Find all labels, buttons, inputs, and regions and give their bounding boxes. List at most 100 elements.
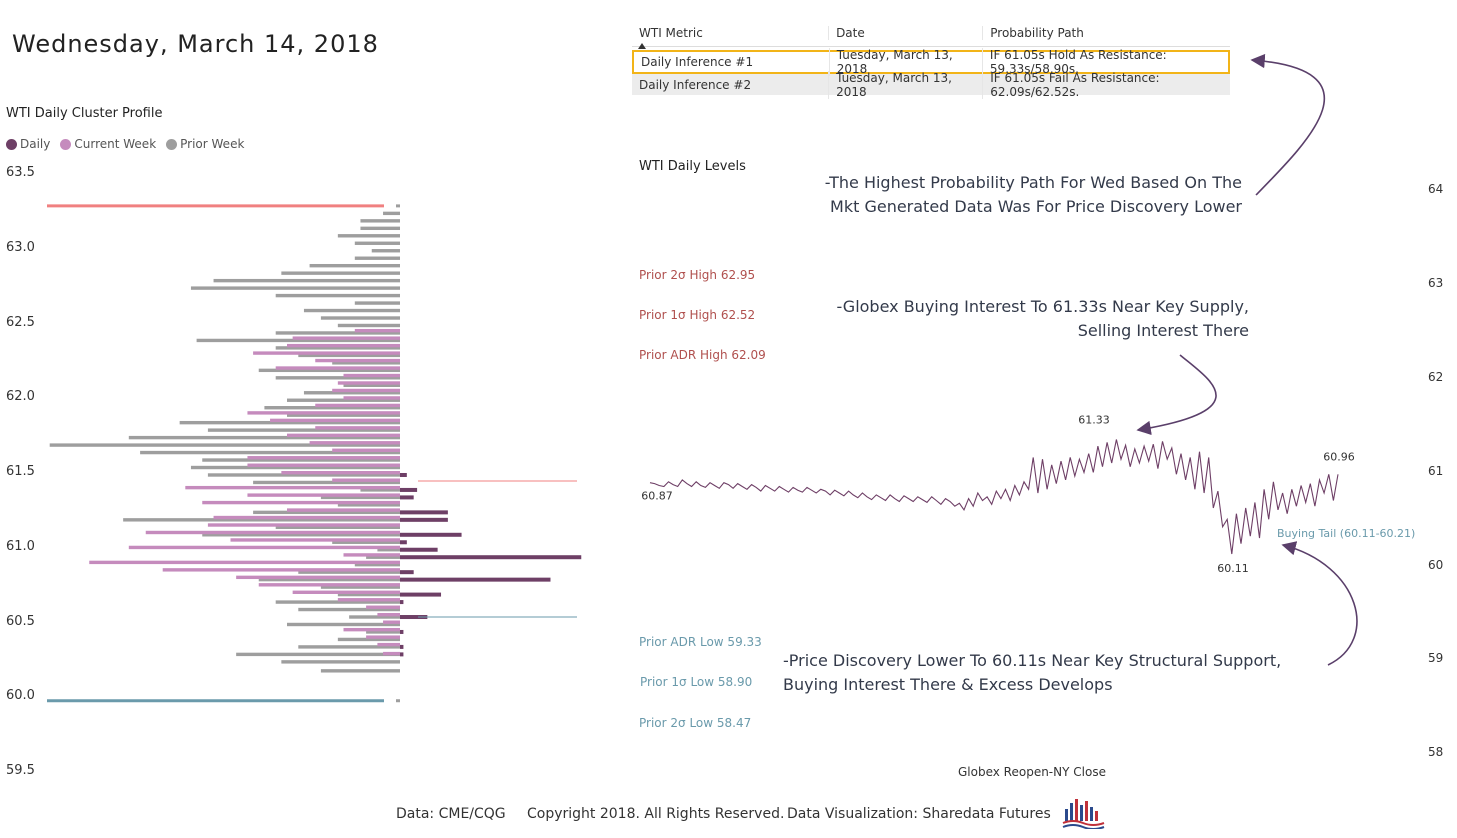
prior-week-bar xyxy=(303,391,400,395)
legend-label: Current Week xyxy=(74,137,157,151)
daily-bar xyxy=(400,547,438,552)
footer-visualization: Data Visualization: Sharedata Futures xyxy=(787,806,1051,822)
prior-week-bar xyxy=(343,383,400,387)
prior-week-bar xyxy=(275,346,400,350)
level-prior-2sd-high: Prior 2σ High 62.95 xyxy=(639,268,756,282)
prior-week-bar xyxy=(258,368,400,373)
daily-bar xyxy=(400,472,407,477)
prior-week-bar xyxy=(281,271,400,275)
prior-week-bar xyxy=(354,301,400,305)
table-row[interactable]: Daily Inference #2 Tuesday, March 13, 20… xyxy=(632,70,1230,99)
prior-week-bar xyxy=(337,323,400,328)
current-week-bar xyxy=(343,553,400,557)
table-row[interactable]: Daily Inference #1 Tuesday, March 13, 20… xyxy=(632,48,1230,76)
cluster-profile-chart xyxy=(47,204,582,703)
prior-week-bar xyxy=(298,607,400,612)
profile-legend[interactable]: Daily Current Week Prior Week xyxy=(6,137,244,151)
current-week-bar xyxy=(247,456,400,460)
column-header-metric[interactable]: WTI Metric xyxy=(639,26,703,40)
prior-week-bar xyxy=(360,488,400,492)
prior-week-bar xyxy=(332,540,400,544)
sort-ascending-icon xyxy=(638,43,646,49)
price-data-label: 60.96 xyxy=(1323,450,1355,463)
prior-week-bar xyxy=(383,211,400,216)
legend-dot-daily xyxy=(6,138,17,150)
column-header-date[interactable]: Date xyxy=(828,26,982,40)
y-tick-label: 62.5 xyxy=(6,315,35,330)
y-tick-label: 60.0 xyxy=(6,688,35,703)
prior-week-bar xyxy=(298,645,400,649)
y-tick-label: 61.0 xyxy=(6,539,35,554)
current-week-bar xyxy=(315,358,400,363)
daily-bar xyxy=(400,570,414,575)
price-data-label: 61.33 xyxy=(1078,414,1110,427)
y-tick-label: 63.5 xyxy=(6,165,35,180)
prior-week-bar xyxy=(253,510,400,515)
buying-tail-label: Buying Tail (60.11-60.21) xyxy=(1277,527,1415,540)
prior-week-bar xyxy=(332,361,400,365)
current-week-bar xyxy=(366,635,400,639)
prior-week-bar xyxy=(275,600,400,604)
prior-week-bar xyxy=(320,669,400,673)
legend-label: Prior Week xyxy=(180,137,245,151)
daily-bar xyxy=(400,487,418,492)
current-week-bar xyxy=(332,478,400,482)
table-cell: Daily Inference #1 xyxy=(641,55,754,69)
prior-week-bar xyxy=(236,652,400,657)
y-tick-label-right: 63 xyxy=(1428,276,1444,290)
sharedata-logo-icon xyxy=(1062,799,1105,829)
current-week-bar xyxy=(185,485,400,490)
daily-bar xyxy=(400,652,404,657)
prior-week-bar xyxy=(287,622,400,627)
table-cell: Daily Inference #2 xyxy=(639,77,752,92)
prior-week-bar xyxy=(202,533,400,537)
current-week-bar xyxy=(247,463,400,467)
daily-bar xyxy=(400,517,448,522)
y-tick-label: 61.5 xyxy=(6,464,35,479)
prior-week-bar xyxy=(354,241,400,245)
prior-week-bar xyxy=(202,458,400,462)
current-week-bar xyxy=(309,441,400,445)
current-week-bar xyxy=(377,613,400,617)
prior-week-bar xyxy=(349,615,400,619)
prior-week-bar xyxy=(354,256,400,260)
current-week-bar xyxy=(287,433,400,438)
daily-bar xyxy=(400,644,404,649)
prior-week-bar xyxy=(320,495,400,500)
prior-week-bar xyxy=(275,376,400,380)
current-week-bar xyxy=(162,568,400,572)
legend-item-current-week[interactable]: Current Week xyxy=(60,137,156,151)
column-header-path[interactable]: Probability Path xyxy=(982,26,1230,40)
prior-week-bar xyxy=(207,473,400,477)
level-prior-1sd-low: Prior 1σ Low 58.90 xyxy=(640,675,753,689)
current-week-bar xyxy=(377,642,400,647)
prior-week-bar xyxy=(320,316,400,320)
page-title: Wednesday, March 14, 2018 xyxy=(12,30,379,58)
table-cell: IF 61.05s Fail As Resistance: 62.09s/62.… xyxy=(982,70,1230,99)
current-week-bar xyxy=(270,418,400,423)
daily-bar xyxy=(400,555,582,560)
prior-week-bar xyxy=(49,443,400,447)
current-week-bar xyxy=(343,396,400,400)
current-week-bar xyxy=(258,583,400,587)
current-week-bar xyxy=(275,366,400,370)
current-week-bar xyxy=(287,343,400,348)
table-cell: Tuesday, March 13, 2018 xyxy=(828,70,982,99)
legend-item-prior-week[interactable]: Prior Week xyxy=(166,137,244,151)
inference-table: WTI Metric Date Probability Path Daily I… xyxy=(632,20,1230,99)
footer-copyright: Copyright 2018. All Rights Reserved. xyxy=(527,806,785,822)
prior-week-bar xyxy=(253,480,400,485)
prior-week-bar xyxy=(303,308,400,313)
profile-bar-tick xyxy=(396,204,400,208)
legend-dot-current-week xyxy=(60,138,72,150)
table-cell: IF 61.05s Hold As Resistance: 59.33s/58.… xyxy=(981,48,1228,76)
current-week-bar xyxy=(128,545,401,550)
legend-label: Daily xyxy=(20,137,51,151)
daily-bar xyxy=(400,592,442,597)
legend-item-daily[interactable]: Daily xyxy=(6,137,50,151)
current-week-bar xyxy=(281,470,400,475)
prior-week-bar xyxy=(275,525,400,530)
current-week-bar xyxy=(89,560,400,565)
current-week-bar xyxy=(383,620,400,624)
current-week-bar xyxy=(315,403,400,408)
